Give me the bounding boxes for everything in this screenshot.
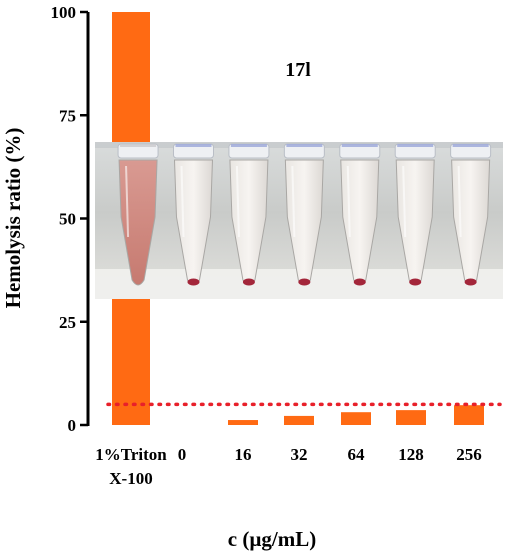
tube-6: [450, 143, 492, 286]
y-tick-label: 75: [59, 106, 76, 125]
tube-2: [228, 143, 270, 286]
x-tick-label: 64: [348, 445, 366, 464]
tube-pellet: [464, 278, 477, 286]
y-tick-label: 100: [51, 3, 77, 22]
tube-5: [394, 143, 436, 286]
labels: 0 25 50 75 100 1%Triton X-100 0 16 32 64 128 256 17l H…: [1, 3, 482, 551]
y-tick-label: 50: [59, 210, 76, 229]
tube-cap-rim: [397, 144, 434, 147]
x-tick-label: 256: [456, 445, 482, 464]
tube-pellet: [187, 278, 200, 286]
bar-5: [396, 410, 426, 425]
tube-highlight: [291, 165, 296, 238]
tube-cap-rim: [230, 144, 267, 147]
tube-highlight: [125, 165, 130, 238]
tube-1: [172, 143, 214, 286]
tube-cap-rim: [452, 144, 489, 147]
axes: [80, 10, 90, 427]
tube-highlight: [457, 165, 462, 238]
tube-4: [339, 143, 381, 286]
y-tick-label: 25: [59, 313, 76, 332]
tube-highlight: [235, 165, 240, 238]
tube-cap-rim: [175, 144, 212, 147]
tube-cap-rim: [341, 144, 378, 147]
tube-cap-rim: [286, 144, 323, 147]
y-tick-label: 0: [68, 416, 77, 435]
tube-pellet: [298, 278, 311, 286]
tube-pellet: [353, 278, 366, 286]
tube-highlight: [346, 165, 351, 238]
x-tick-label: 16: [235, 445, 252, 464]
tube-highlight: [180, 165, 185, 238]
panel-label: 17l: [285, 59, 311, 81]
inset-photo: [95, 142, 503, 299]
tube-0: [117, 143, 159, 286]
bar-4: [341, 412, 371, 425]
tube-cap-rim: [120, 144, 157, 147]
x-axis-title: c (µg/mL): [228, 527, 317, 551]
tube-3: [283, 143, 325, 286]
bar-6: [454, 405, 484, 425]
bar-2: [228, 420, 258, 425]
x-tick-label: X-100: [109, 469, 152, 488]
x-tick-label: 0: [178, 445, 187, 464]
x-tick-label: 1%Triton: [95, 445, 167, 464]
x-tick-label: 128: [398, 445, 424, 464]
bar-3: [284, 415, 314, 425]
tube-highlight: [402, 165, 407, 238]
tube-body: [118, 159, 158, 286]
x-tick-label: 32: [291, 445, 308, 464]
y-axis-title: Hemolysis ratio (%): [1, 128, 25, 309]
tube-pellet: [242, 278, 255, 286]
tube-pellet: [409, 278, 422, 286]
